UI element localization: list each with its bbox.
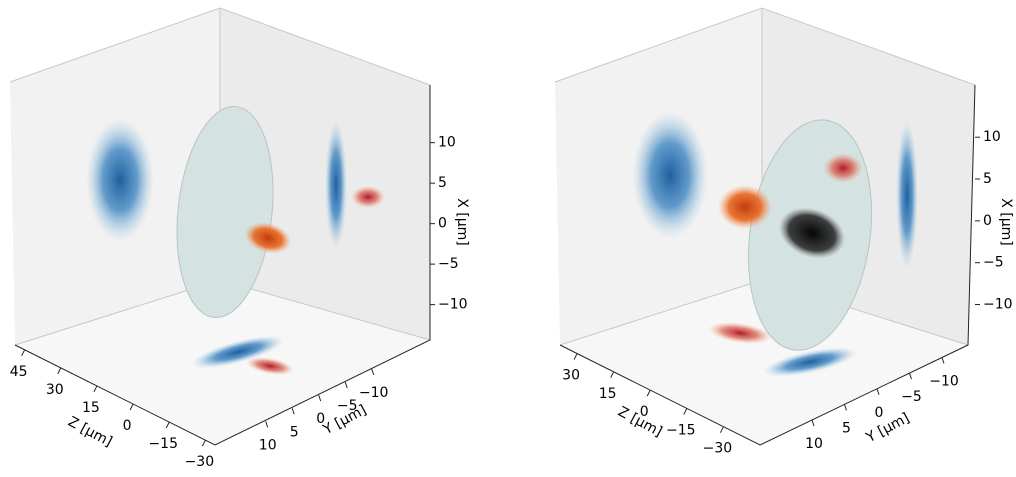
z-tick-label: 30	[46, 382, 64, 398]
tick-mark	[57, 367, 62, 375]
blob	[718, 185, 772, 229]
blob	[244, 222, 292, 254]
z-tick-label: 45	[10, 364, 28, 380]
projection	[762, 347, 858, 377]
z-tick-label: 0	[640, 404, 649, 420]
projection	[86, 118, 154, 242]
x-tick-label: −10	[438, 297, 468, 313]
z-tick-label: 0	[123, 418, 132, 434]
x-tick-label: −10	[983, 297, 1013, 313]
tick-mark	[371, 368, 375, 376]
x-tick-label: 0	[438, 216, 447, 232]
projection	[351, 186, 385, 208]
tick-mark	[165, 421, 170, 429]
projection	[896, 121, 918, 269]
cylinder	[779, 207, 845, 259]
z-tick-label: −15	[148, 436, 178, 452]
x-tick-label: 10	[983, 129, 1001, 145]
tick-mark	[909, 372, 912, 380]
tick-mark	[811, 419, 815, 427]
x-axis-label: X [μm]	[454, 198, 470, 246]
tick-mark	[265, 421, 269, 428]
tick-mark	[573, 353, 578, 360]
projection	[246, 357, 294, 375]
axis-line	[559, 84, 976, 446]
disk	[176, 105, 274, 319]
x-tick-label: −5	[438, 256, 459, 272]
axis-line	[14, 85, 431, 446]
z-axis-label: Z [μm]	[65, 414, 114, 450]
tick-mark	[683, 408, 688, 415]
tick-mark	[201, 439, 206, 447]
projection	[632, 111, 708, 239]
z-tick-label: 30	[562, 368, 580, 384]
y-axis-label: Y [μm]	[863, 410, 912, 446]
projection	[708, 322, 772, 344]
x-axis-label: X [μm]	[998, 198, 1014, 246]
projection	[191, 335, 285, 369]
z-tick-label: 15	[82, 400, 100, 416]
z-tick-label: 15	[599, 386, 617, 402]
pane	[220, 8, 430, 340]
y-tick-label: 0	[875, 405, 884, 421]
y-tick-label: 10	[259, 437, 277, 453]
z-tick-label: −30	[703, 441, 733, 457]
x-tick-label: −5	[983, 255, 1004, 271]
y-tick-label: 5	[842, 420, 851, 436]
z-tick-label: −30	[185, 454, 215, 470]
panel-left	[9, 7, 431, 446]
panel-right	[554, 7, 976, 446]
tick-mark	[21, 349, 26, 357]
tick-mark	[719, 426, 724, 433]
tick-mark	[876, 388, 880, 395]
y-tick-label: −10	[359, 385, 389, 401]
tick-mark	[291, 408, 295, 415]
y-tick-label: 10	[805, 436, 823, 452]
z-tick-label: −15	[666, 422, 696, 438]
tick-mark	[129, 403, 134, 411]
x-tick-label: 0	[983, 213, 992, 229]
y-tick-label: −5	[337, 398, 358, 414]
tick-mark	[941, 357, 945, 364]
projection	[325, 121, 347, 249]
projection	[823, 153, 863, 183]
tick-mark	[93, 385, 98, 393]
y-tick-label: −5	[901, 389, 922, 405]
y-tick-label: 0	[316, 411, 325, 427]
y-tick-label: 5	[290, 424, 299, 440]
y-tick-label: −10	[929, 374, 959, 390]
x-tick-label: 5	[438, 175, 447, 191]
x-tick-label: 5	[983, 171, 992, 187]
tick-mark	[344, 381, 348, 389]
x-tick-label: 10	[438, 135, 456, 151]
tick-mark	[318, 394, 322, 402]
tick-mark	[844, 404, 847, 411]
pane	[560, 280, 968, 445]
tick-mark	[646, 389, 651, 397]
tick-mark	[610, 371, 615, 379]
